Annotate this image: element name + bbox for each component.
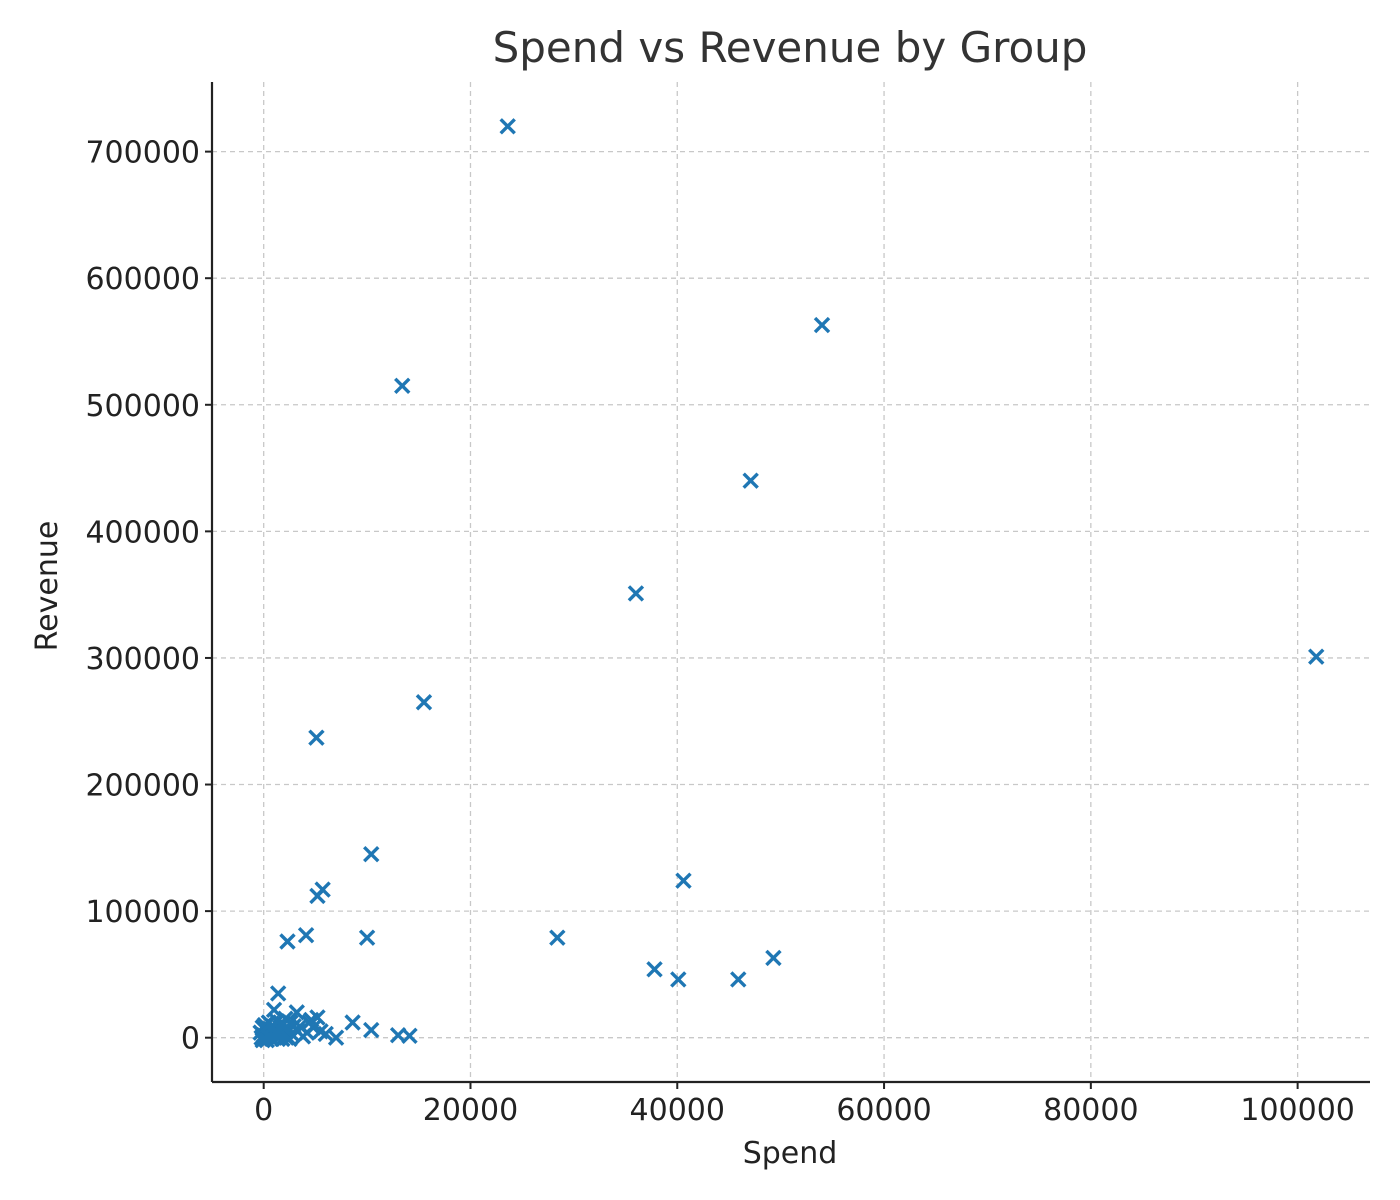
y-tick-label: 300000 (85, 642, 200, 677)
x-tick-label: 20000 (423, 1093, 518, 1128)
y-tick-label: 200000 (85, 769, 200, 804)
scatter-point (281, 1030, 298, 1048)
scatter-point (282, 1014, 299, 1031)
data-points (252, 118, 1325, 1049)
scatter-point (327, 1029, 345, 1046)
scatter-point (646, 961, 663, 978)
scatter-point (300, 1014, 318, 1031)
scatter-point (309, 1009, 326, 1026)
y-tick-label: 600000 (85, 262, 200, 297)
x-tick-label: 80000 (1043, 1093, 1138, 1128)
scatter-point (765, 949, 782, 967)
scatter-point (308, 729, 325, 746)
scatter-point (263, 1030, 281, 1048)
scatter-point (265, 1001, 283, 1019)
scatter-point (549, 929, 566, 946)
y-tick-label: 100000 (85, 895, 200, 930)
x-axis-label: Spend (743, 1136, 838, 1171)
x-tick-label: 40000 (630, 1093, 725, 1128)
scatter-point (813, 316, 831, 334)
scatter-point (363, 845, 380, 863)
axis-ticks: 0 20000 40000 60000 80000 100000 0 100000 200000… (85, 136, 1354, 1128)
x-tick-label: 60000 (836, 1093, 931, 1128)
y-axis-label: Revenue (30, 521, 65, 652)
scatter-point (279, 933, 296, 950)
scatter-point (670, 971, 687, 988)
scatter-point (297, 926, 315, 944)
grid-lines (212, 82, 1370, 1082)
scatter-point (415, 694, 433, 711)
scatter-point (344, 1014, 361, 1031)
scatter-point (269, 985, 287, 1002)
scatter-point (742, 472, 759, 489)
scatter-point (309, 887, 326, 905)
scatter-point (730, 971, 747, 988)
scatter-point (401, 1027, 418, 1044)
scatter-point (258, 1032, 276, 1049)
scatter-point (675, 872, 692, 889)
y-tick-label: 400000 (85, 515, 200, 550)
x-tick-label: 100000 (1240, 1093, 1355, 1128)
scatter-point (1308, 648, 1325, 665)
scatter-point (358, 929, 376, 946)
scatter-point (363, 1021, 380, 1039)
chart-title: Spend vs Revenue by Group (493, 23, 1088, 72)
y-tick-label: 0 (181, 1022, 200, 1057)
x-tick-label: 0 (254, 1093, 273, 1128)
y-tick-label: 700000 (85, 136, 200, 171)
axes-spines (210, 82, 1370, 1084)
scatter-point (499, 118, 516, 135)
scatter-point (394, 377, 411, 394)
y-tick-label: 500000 (85, 389, 200, 424)
scatter-point (627, 585, 645, 602)
